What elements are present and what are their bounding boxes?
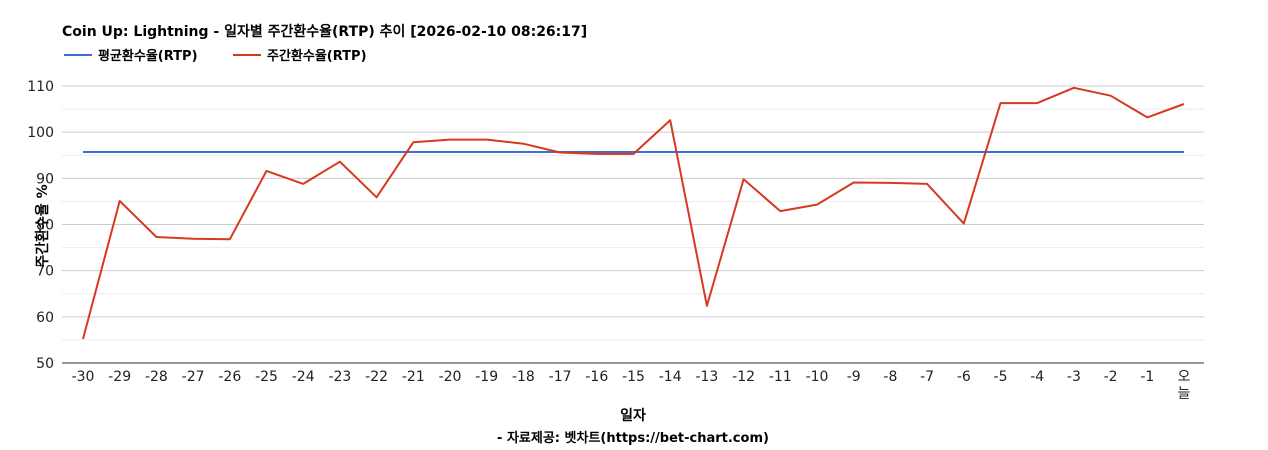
y-tick-label: 110: [27, 79, 54, 95]
y-axis-ticks: 50 60 70 80 90 100 110: [27, 79, 54, 372]
source-credit: - 자료제공: 벳차트(https://bet-chart.com): [497, 430, 769, 446]
series-line-weekly: [82, 86, 1185, 340]
x-tick-label: -24: [292, 369, 315, 385]
x-tick-label: -29: [108, 369, 131, 385]
y-axis-title: 주간환수율 %: [34, 184, 51, 267]
x-tick-label: -2: [1104, 369, 1118, 385]
x-tick-label: -13: [695, 369, 718, 385]
x-axis-title: 일자: [620, 408, 646, 424]
x-tick-label: -28: [145, 369, 168, 385]
x-tick-label: -22: [365, 369, 388, 385]
legend: 평균환수율(RTP) 주간환수율(RTP): [64, 48, 367, 64]
x-tick-label: -17: [549, 369, 572, 385]
x-tick-label: -21: [402, 369, 425, 385]
x-tick-label: -4: [1030, 369, 1044, 385]
x-tick-label: -3: [1067, 369, 1081, 385]
x-tick-label: -1: [1140, 369, 1154, 385]
y-tick-label: 90: [36, 171, 54, 187]
x-tick-label: -15: [622, 369, 645, 385]
legend-label-average: 평균환수율(RTP): [98, 48, 198, 64]
x-tick-label: -27: [182, 369, 205, 385]
x-tick-label: -16: [585, 369, 608, 385]
x-tick-label: -19: [475, 369, 498, 385]
chart-title: Coin Up: Lightning - 일자별 주간환수율(RTP) 추이 […: [62, 23, 587, 40]
y-tick-label: 80: [36, 218, 54, 234]
y-tick-label: 70: [36, 264, 54, 280]
x-axis-ticks: -30 -29 -28 -27 -26 -25 -24 -23 -22 -21 -20 -19 -18-…: [72, 369, 1191, 402]
x-tick-label: -26: [218, 369, 241, 385]
x-tick-label: -23: [328, 369, 351, 385]
legend-label-weekly: 주간환수율(RTP): [267, 48, 367, 64]
x-tick-label: -10: [806, 369, 829, 385]
x-tick-label: -12: [732, 369, 755, 385]
grid: [62, 85, 1204, 364]
x-tick-label: -6: [957, 369, 971, 385]
x-tick-label: -5: [994, 369, 1008, 385]
y-tick-label: 50: [36, 356, 54, 372]
x-tick-label: -8: [883, 369, 897, 385]
y-tick-label: 100: [27, 125, 54, 141]
y-tick-label: 60: [36, 310, 54, 326]
x-tick-label: -9: [847, 369, 861, 385]
x-tick-label: -18: [512, 369, 535, 385]
series-lines: [82, 86, 1185, 340]
x-tick-label: -11: [769, 369, 792, 385]
x-tick-label: -20: [439, 369, 462, 385]
x-tick-label: -30: [72, 369, 95, 385]
x-tick-label: -25: [255, 369, 278, 385]
x-tick-label: -14: [659, 369, 682, 385]
x-tick-label: -7: [920, 369, 934, 385]
